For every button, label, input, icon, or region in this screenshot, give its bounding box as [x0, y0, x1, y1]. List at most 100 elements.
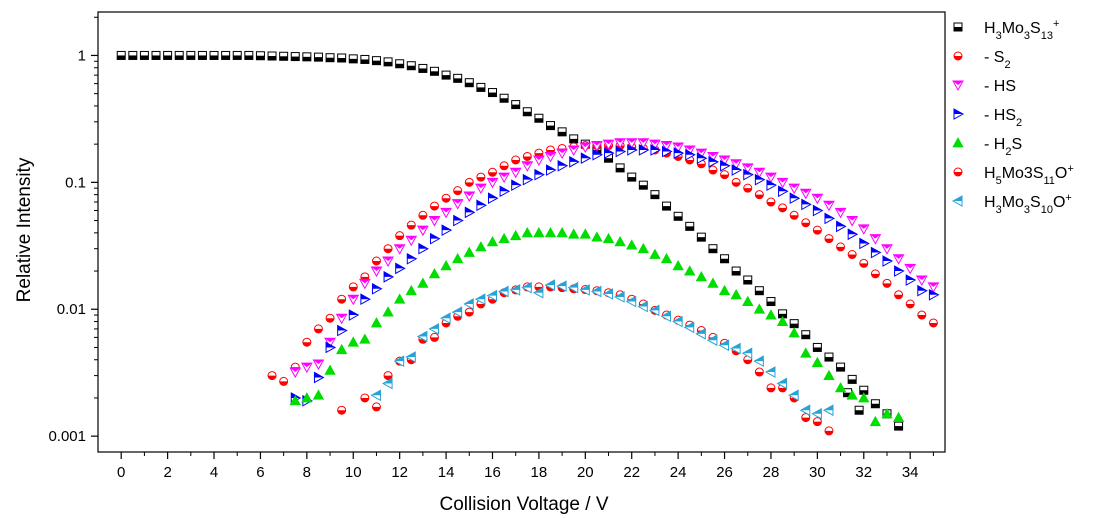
data-point: [255, 51, 265, 61]
data-point: [429, 66, 439, 76]
data-point: [579, 284, 590, 296]
data-point: [614, 138, 626, 149]
x-tick-label: 28: [763, 464, 780, 481]
data-point: [627, 144, 638, 156]
data-point: [359, 333, 371, 344]
data-point: [731, 177, 741, 187]
data-point: [730, 159, 743, 170]
legend-label: - HS: [984, 78, 1016, 95]
legend-marker: [953, 22, 963, 32]
legend-item: H3Mo3S13+: [953, 18, 1059, 42]
legend-item: - HS2: [953, 107, 1022, 129]
data-point: [708, 244, 718, 254]
data-point: [625, 295, 637, 308]
data-point: [778, 203, 788, 213]
data-point: [440, 207, 452, 219]
data-point: [847, 250, 857, 260]
data-point: [730, 288, 742, 300]
data-point: [859, 258, 869, 268]
data-point: [498, 232, 510, 244]
data-point: [347, 336, 359, 347]
data-point: [927, 282, 940, 293]
data-point: [776, 377, 788, 390]
data-point: [428, 268, 441, 279]
data-point: [870, 269, 880, 279]
legend-label: H3Mo3S13+: [984, 18, 1059, 42]
legend-marker: [952, 80, 964, 92]
data-point: [824, 212, 836, 225]
data-point: [557, 159, 569, 172]
data-point: [312, 389, 325, 400]
data-point: [743, 275, 753, 285]
data-point: [370, 266, 383, 278]
data-point: [521, 161, 534, 172]
data-point: [788, 389, 799, 402]
data-point: [534, 113, 544, 123]
data-point: [499, 93, 509, 103]
legend-marker: [953, 167, 963, 177]
legend-label: - S2: [984, 49, 1011, 71]
data-point: [139, 50, 149, 60]
y-tick-label: 1: [78, 47, 86, 64]
data-point: [474, 293, 486, 306]
data-point: [707, 277, 719, 288]
data-point: [788, 327, 800, 338]
data-point: [812, 342, 822, 352]
data-point: [683, 321, 695, 334]
data-point: [754, 367, 764, 377]
data-point: [324, 337, 336, 349]
data-point: [487, 88, 497, 98]
data-point: [116, 50, 126, 60]
data-point: [720, 159, 731, 172]
data-point: [765, 172, 777, 184]
series-2: [289, 138, 940, 379]
data-point: [591, 231, 603, 242]
series-4: [289, 227, 905, 427]
data-point: [754, 173, 766, 186]
data-point: [648, 304, 660, 317]
data-point: [660, 310, 672, 323]
data-point: [882, 255, 894, 267]
data-point: [662, 145, 673, 158]
data-point: [731, 266, 741, 276]
data-point: [579, 142, 592, 154]
data-point: [569, 156, 580, 168]
x-tick-label: 26: [716, 464, 733, 481]
data-point: [718, 339, 730, 352]
data-point: [522, 173, 534, 186]
data-point: [348, 54, 358, 64]
data-point: [638, 180, 648, 190]
data-point: [811, 193, 824, 205]
data-point: [486, 177, 499, 189]
x-tick-label: 18: [531, 464, 548, 481]
data-point: [382, 377, 393, 390]
data-point: [743, 183, 753, 193]
data-point: [360, 293, 371, 306]
data-point: [532, 286, 544, 299]
data-point: [511, 179, 522, 192]
x-tick-label: 20: [577, 464, 594, 481]
data-point: [464, 206, 476, 219]
data-point: [754, 190, 764, 200]
data-point: [498, 172, 510, 184]
data-point: [626, 239, 638, 250]
x-tick-label: 0: [117, 464, 125, 481]
data-point: [428, 216, 441, 227]
data-point: [695, 327, 706, 340]
data-point: [335, 343, 348, 355]
data-point: [894, 421, 904, 431]
data-point: [800, 347, 812, 358]
data-point: [521, 227, 533, 238]
data-point: [834, 207, 847, 219]
y-tick-label: 0.01: [57, 301, 86, 318]
data-point: [894, 290, 904, 300]
data-point: [347, 294, 360, 306]
data-point: [544, 227, 557, 238]
data-point: [741, 163, 754, 174]
x-tick-label: 8: [303, 464, 311, 481]
data-point: [567, 281, 579, 294]
data-point: [186, 50, 196, 60]
data-point: [823, 369, 835, 381]
x-tick-label: 16: [484, 464, 501, 481]
